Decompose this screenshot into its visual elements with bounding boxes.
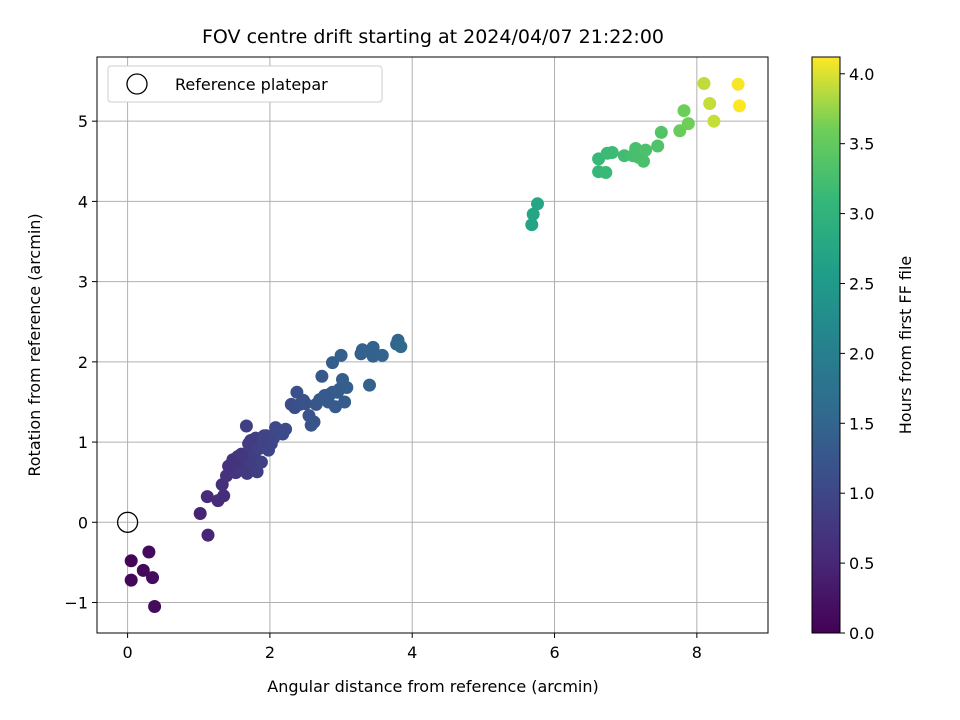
legend-label: Reference platepar [175,75,328,94]
y-axis-label: Rotation from reference (arcmin) [25,213,44,476]
x-tick-label: 2 [265,643,275,662]
data-point [526,207,540,221]
data-point [254,455,268,469]
data-point [193,507,207,520]
data-point [334,348,348,362]
y-tick-label: 4 [78,192,88,211]
reference-point [116,511,139,533]
data-point [654,125,668,139]
data-point [142,545,156,559]
y-tick-label: 3 [78,273,88,292]
colorbar-label: Hours from first FF file [896,256,915,435]
colorbar-tick-label: 4.0 [849,65,874,84]
data-point [599,166,613,179]
data-point [338,395,352,409]
grid-lines [97,57,768,633]
colorbar-tick-label: 1.0 [849,484,874,503]
data-point [279,422,293,436]
plot-frame [96,56,769,634]
data-point [733,99,746,113]
data-point [307,415,321,429]
y-axis-ticks: −1 0 1 2 3 4 5 [64,112,97,613]
x-axis-ticks: 0 2 4 6 8 [123,633,702,662]
data-point [340,381,354,394]
y-tick-label: 5 [78,112,88,131]
data-point [703,97,717,110]
data-point [239,419,253,433]
reference-marker [116,511,139,533]
colorbar-tick-label: 3.0 [849,205,874,224]
data-point [318,389,332,402]
colorbar-tick-label: 1.5 [849,414,874,433]
data-point [355,343,369,357]
data-point [681,117,695,131]
data-point [639,143,653,157]
data-point [707,114,721,128]
data-point [201,528,215,542]
data-point [394,340,408,354]
x-tick-label: 6 [549,643,559,662]
colorbar-tick-label: 2.0 [849,344,874,363]
colorbar-gradient [811,56,841,634]
y-tick-label: 0 [78,513,88,532]
data-point [124,573,138,587]
data-point [363,378,376,392]
data-point [315,369,329,383]
data-point [240,466,254,480]
data-point [146,571,159,585]
data-point [673,124,687,138]
colorbar-tick-label: 0.0 [849,624,874,643]
x-tick-label: 8 [692,643,702,662]
data-point [124,554,138,568]
data-point [200,490,214,504]
x-axis-label: Angular distance from reference (arcmin) [267,677,598,696]
data-point [731,77,745,91]
data-point [234,447,248,461]
y-tick-label: −1 [64,594,88,613]
x-tick-label: 4 [407,643,417,662]
data-point [244,434,258,447]
colorbar-tick-label: 3.5 [849,135,874,154]
data-point [217,489,231,503]
y-tick-label: 2 [78,353,88,372]
legend-marker [126,73,148,95]
data-points [124,77,746,613]
data-point [697,77,711,90]
colorbar-ticks: 0.0 0.5 1.0 1.5 2.0 2.5 3.0 3.5 4.0 [840,65,874,643]
legend-box [107,65,383,103]
y-tick-label: 1 [78,433,88,452]
data-point [366,340,380,354]
data-point [375,348,389,362]
x-tick-label: 0 [123,643,133,662]
data-point [257,429,271,443]
data-point [677,104,691,118]
chart-title: FOV centre drift starting at 2024/04/07 … [202,26,664,48]
data-point [637,154,650,168]
legend: Reference platepar [107,65,383,103]
data-point [525,218,539,232]
data-point [136,563,150,577]
data-point [326,356,339,370]
colorbar-tick-label: 2.5 [849,274,874,293]
data-point [531,197,544,211]
colorbar-tick-label: 0.5 [849,554,874,573]
data-point [250,465,264,479]
data-point [651,139,665,153]
data-point [299,397,312,411]
colorbar: 0.0 0.5 1.0 1.5 2.0 2.5 3.0 3.5 4.0 Hours from f… [811,56,915,643]
data-point [605,146,619,159]
data-point [148,600,162,613]
